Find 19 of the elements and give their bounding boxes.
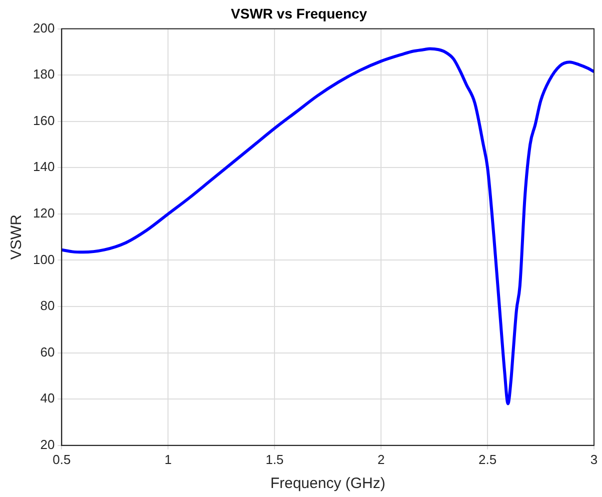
chart-title: VSWR vs Frequency — [230, 5, 368, 22]
y-tick-label: 100 — [32, 252, 55, 267]
y-tick-label: 180 — [32, 66, 55, 82]
y-tick-label: 140 — [32, 159, 55, 174]
x-tick-label: 1 — [164, 452, 172, 467]
y-tick-label: 200 — [32, 20, 55, 36]
y-tick-label: 60 — [40, 344, 55, 360]
x-tick-label: 2 — [377, 452, 385, 467]
y-tick-label: 40 — [40, 390, 55, 406]
x-tick-label: 0.5 — [52, 452, 71, 467]
y-tick-label: 160 — [32, 112, 55, 128]
y-tick-label: 120 — [32, 206, 55, 221]
y-tick-label: 80 — [40, 298, 55, 314]
y-tick-label: 20 — [40, 436, 55, 452]
x-axis-title: Frequency (GHz) — [270, 475, 386, 492]
x-tick-label: 2.5 — [478, 452, 497, 467]
x-tick-label: 3 — [590, 452, 598, 467]
y-axis-title: VSWR — [8, 214, 26, 260]
x-tick-label: 1.5 — [266, 452, 284, 467]
